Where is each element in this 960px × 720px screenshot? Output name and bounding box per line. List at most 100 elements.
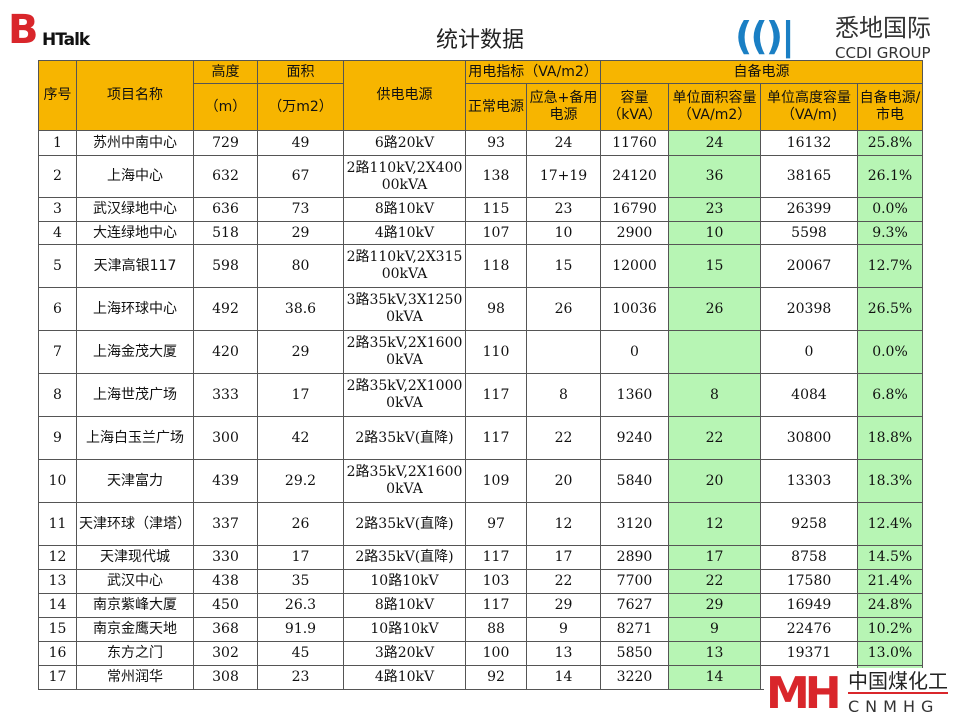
table-row: 1 苏州中南中心 729 49 6路20kV 93 24 11760 24 16132 25.8% [38,130,923,156]
cell-emergency: 13 [526,641,601,666]
header-emergency: 应急+备用电源 [526,83,601,131]
cell-supply: 2路35kV,2X10000kVA [343,373,466,417]
header-seq: 序号 [38,60,77,131]
header-area-unit: （万m2） [257,83,344,131]
cell-unit-area: 29 [668,593,761,618]
table-row: 2 上海中心 632 67 2路110kV,2X40000kVA 138 17+19 2412… [38,155,923,198]
cell-capacity: 2900 [600,221,669,245]
cell-name: 常州润华 [76,665,194,690]
cell-seq: 6 [38,287,77,331]
cell-height: 333 [193,373,258,417]
cell-area: 80 [257,244,344,288]
cell-unit-area: 22 [668,569,761,594]
cell-height: 439 [193,459,258,503]
cell-ratio: 14.5% [857,545,923,570]
cell-name: 天津富力 [76,459,194,503]
cell-unit-area: 9 [668,617,761,642]
cell-seq: 1 [38,130,77,156]
cell-unit-height: 16132 [760,130,858,156]
cell-capacity: 3120 [600,502,669,546]
ccdi-mark: (()| [735,14,795,58]
logo-b-mark: B [8,7,39,53]
cell-unit-area: 20 [668,459,761,503]
cell-unit-height: 5598 [760,221,858,245]
cell-unit-area: 26 [668,287,761,331]
cell-seq: 5 [38,244,77,288]
cell-normal: 107 [465,221,527,245]
cell-unit-height: 4084 [760,373,858,417]
ccdi-en: CCDI GROUP [835,44,931,62]
cell-supply: 2路110kV,2X31500kVA [343,244,466,288]
cell-name: 天津现代城 [76,545,194,570]
cell-emergency: 15 [526,244,601,288]
cell-normal: 100 [465,641,527,666]
cell-seq: 11 [38,502,77,546]
cell-emergency: 17+19 [526,155,601,198]
table-row: 3 武汉绿地中心 636 73 8路10kV 115 23 16790 23 26399 0.0% [38,197,923,222]
cell-ratio: 24.8% [857,593,923,618]
cell-capacity: 24120 [600,155,669,198]
cell-ratio: 0.0% [857,197,923,222]
cell-unit-height: 13303 [760,459,858,503]
cell-normal: 92 [465,665,527,690]
cell-area: 17 [257,545,344,570]
cell-capacity: 8271 [600,617,669,642]
cell-unit-height: 0 [760,330,858,374]
page-title: 统计数据 [435,28,524,53]
cell-supply: 8路10kV [343,197,466,222]
cell-unit-area: 12 [668,502,761,546]
cell-supply: 3路20kV [343,641,466,666]
header-height-unit: （m） [193,83,258,131]
cell-normal: 117 [465,416,527,460]
table-row: 6 上海环球中心 492 38.6 3路35kV,3X12500kVA 98 26 10036… [38,287,923,331]
cell-name: 武汉中心 [76,569,194,594]
cell-seq: 16 [38,641,77,666]
cell-normal: 98 [465,287,527,331]
cell-unit-height: 8758 [760,545,858,570]
cell-emergency: 22 [526,416,601,460]
cell-supply: 4路10kV [343,221,466,245]
cell-area: 26.3 [257,593,344,618]
cell-seq: 17 [38,665,77,690]
logo-text: HTalk [42,30,90,50]
cell-supply: 4路10kV [343,665,466,690]
cell-emergency: 14 [526,665,601,690]
cell-emergency: 22 [526,569,601,594]
cell-area: 45 [257,641,344,666]
header-supply: 供电电源 [343,60,466,131]
cell-unit-height: 16949 [760,593,858,618]
cell-normal: 93 [465,130,527,156]
cell-unit-height: 30800 [760,416,858,460]
cell-normal: 117 [465,545,527,570]
cell-supply: 8路10kV [343,593,466,618]
cell-area: 35 [257,569,344,594]
cell-unit-area: 36 [668,155,761,198]
cell-ratio: 0.0% [857,330,923,374]
cell-supply: 10路10kV [343,569,466,594]
cnmhg-cn: 中国煤化工 [848,669,948,694]
cell-emergency: 12 [526,502,601,546]
cell-ratio: 13.0% [857,641,923,666]
cell-height: 450 [193,593,258,618]
ccdi-logo: (()| 悉地国际 CCDI GROUP [735,12,945,62]
cell-height: 729 [193,130,258,156]
cell-emergency: 17 [526,545,601,570]
cell-area: 17 [257,373,344,417]
cell-seq: 14 [38,593,77,618]
cell-height: 518 [193,221,258,245]
cell-ratio: 21.4% [857,569,923,594]
cell-name: 上海白玉兰广场 [76,416,194,460]
cell-unit-height: 38165 [760,155,858,198]
cell-name: 上海世茂广场 [76,373,194,417]
cell-name: 上海中心 [76,155,194,198]
header-capacity: 容量（kVA） [600,83,669,131]
cell-area: 23 [257,665,344,690]
cnmhg-mark: MH [766,668,842,719]
cell-capacity: 5840 [600,459,669,503]
cell-unit-area: 22 [668,416,761,460]
cell-height: 420 [193,330,258,374]
header-ratio: 自备电源/市电 [857,83,923,131]
header-normal: 正常电源 [465,83,527,131]
cell-name: 武汉绿地中心 [76,197,194,222]
cell-unit-area: 13 [668,641,761,666]
